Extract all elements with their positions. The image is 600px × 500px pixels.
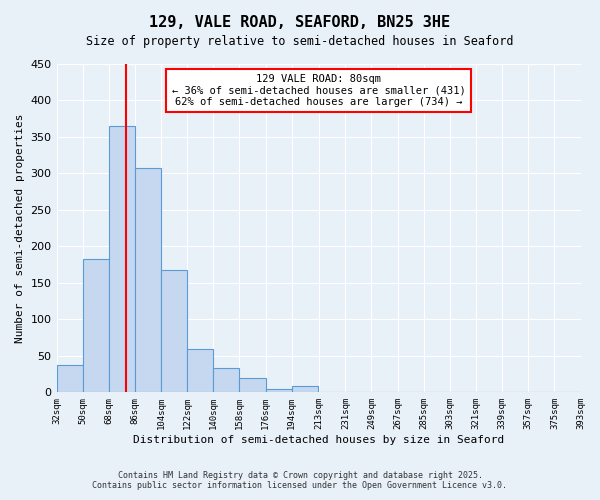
X-axis label: Distribution of semi-detached houses by size in Seaford: Distribution of semi-detached houses by … <box>133 435 504 445</box>
Y-axis label: Number of semi-detached properties: Number of semi-detached properties <box>15 114 25 343</box>
Bar <box>161 270 187 392</box>
Bar <box>213 368 239 392</box>
Text: Size of property relative to semi-detached houses in Seaford: Size of property relative to semi-detach… <box>86 35 514 48</box>
Bar <box>109 126 135 392</box>
Text: Contains HM Land Registry data © Crown copyright and database right 2025.
Contai: Contains HM Land Registry data © Crown c… <box>92 470 508 490</box>
Bar <box>239 378 266 392</box>
Text: 129 VALE ROAD: 80sqm
← 36% of semi-detached houses are smaller (431)
62% of semi: 129 VALE ROAD: 80sqm ← 36% of semi-detac… <box>172 74 466 107</box>
Bar <box>83 259 109 392</box>
Bar <box>135 168 161 392</box>
Bar <box>56 364 83 392</box>
Text: 129, VALE ROAD, SEAFORD, BN25 3HE: 129, VALE ROAD, SEAFORD, BN25 3HE <box>149 15 451 30</box>
Bar <box>292 386 318 392</box>
Bar <box>187 348 213 393</box>
Bar <box>266 388 292 392</box>
